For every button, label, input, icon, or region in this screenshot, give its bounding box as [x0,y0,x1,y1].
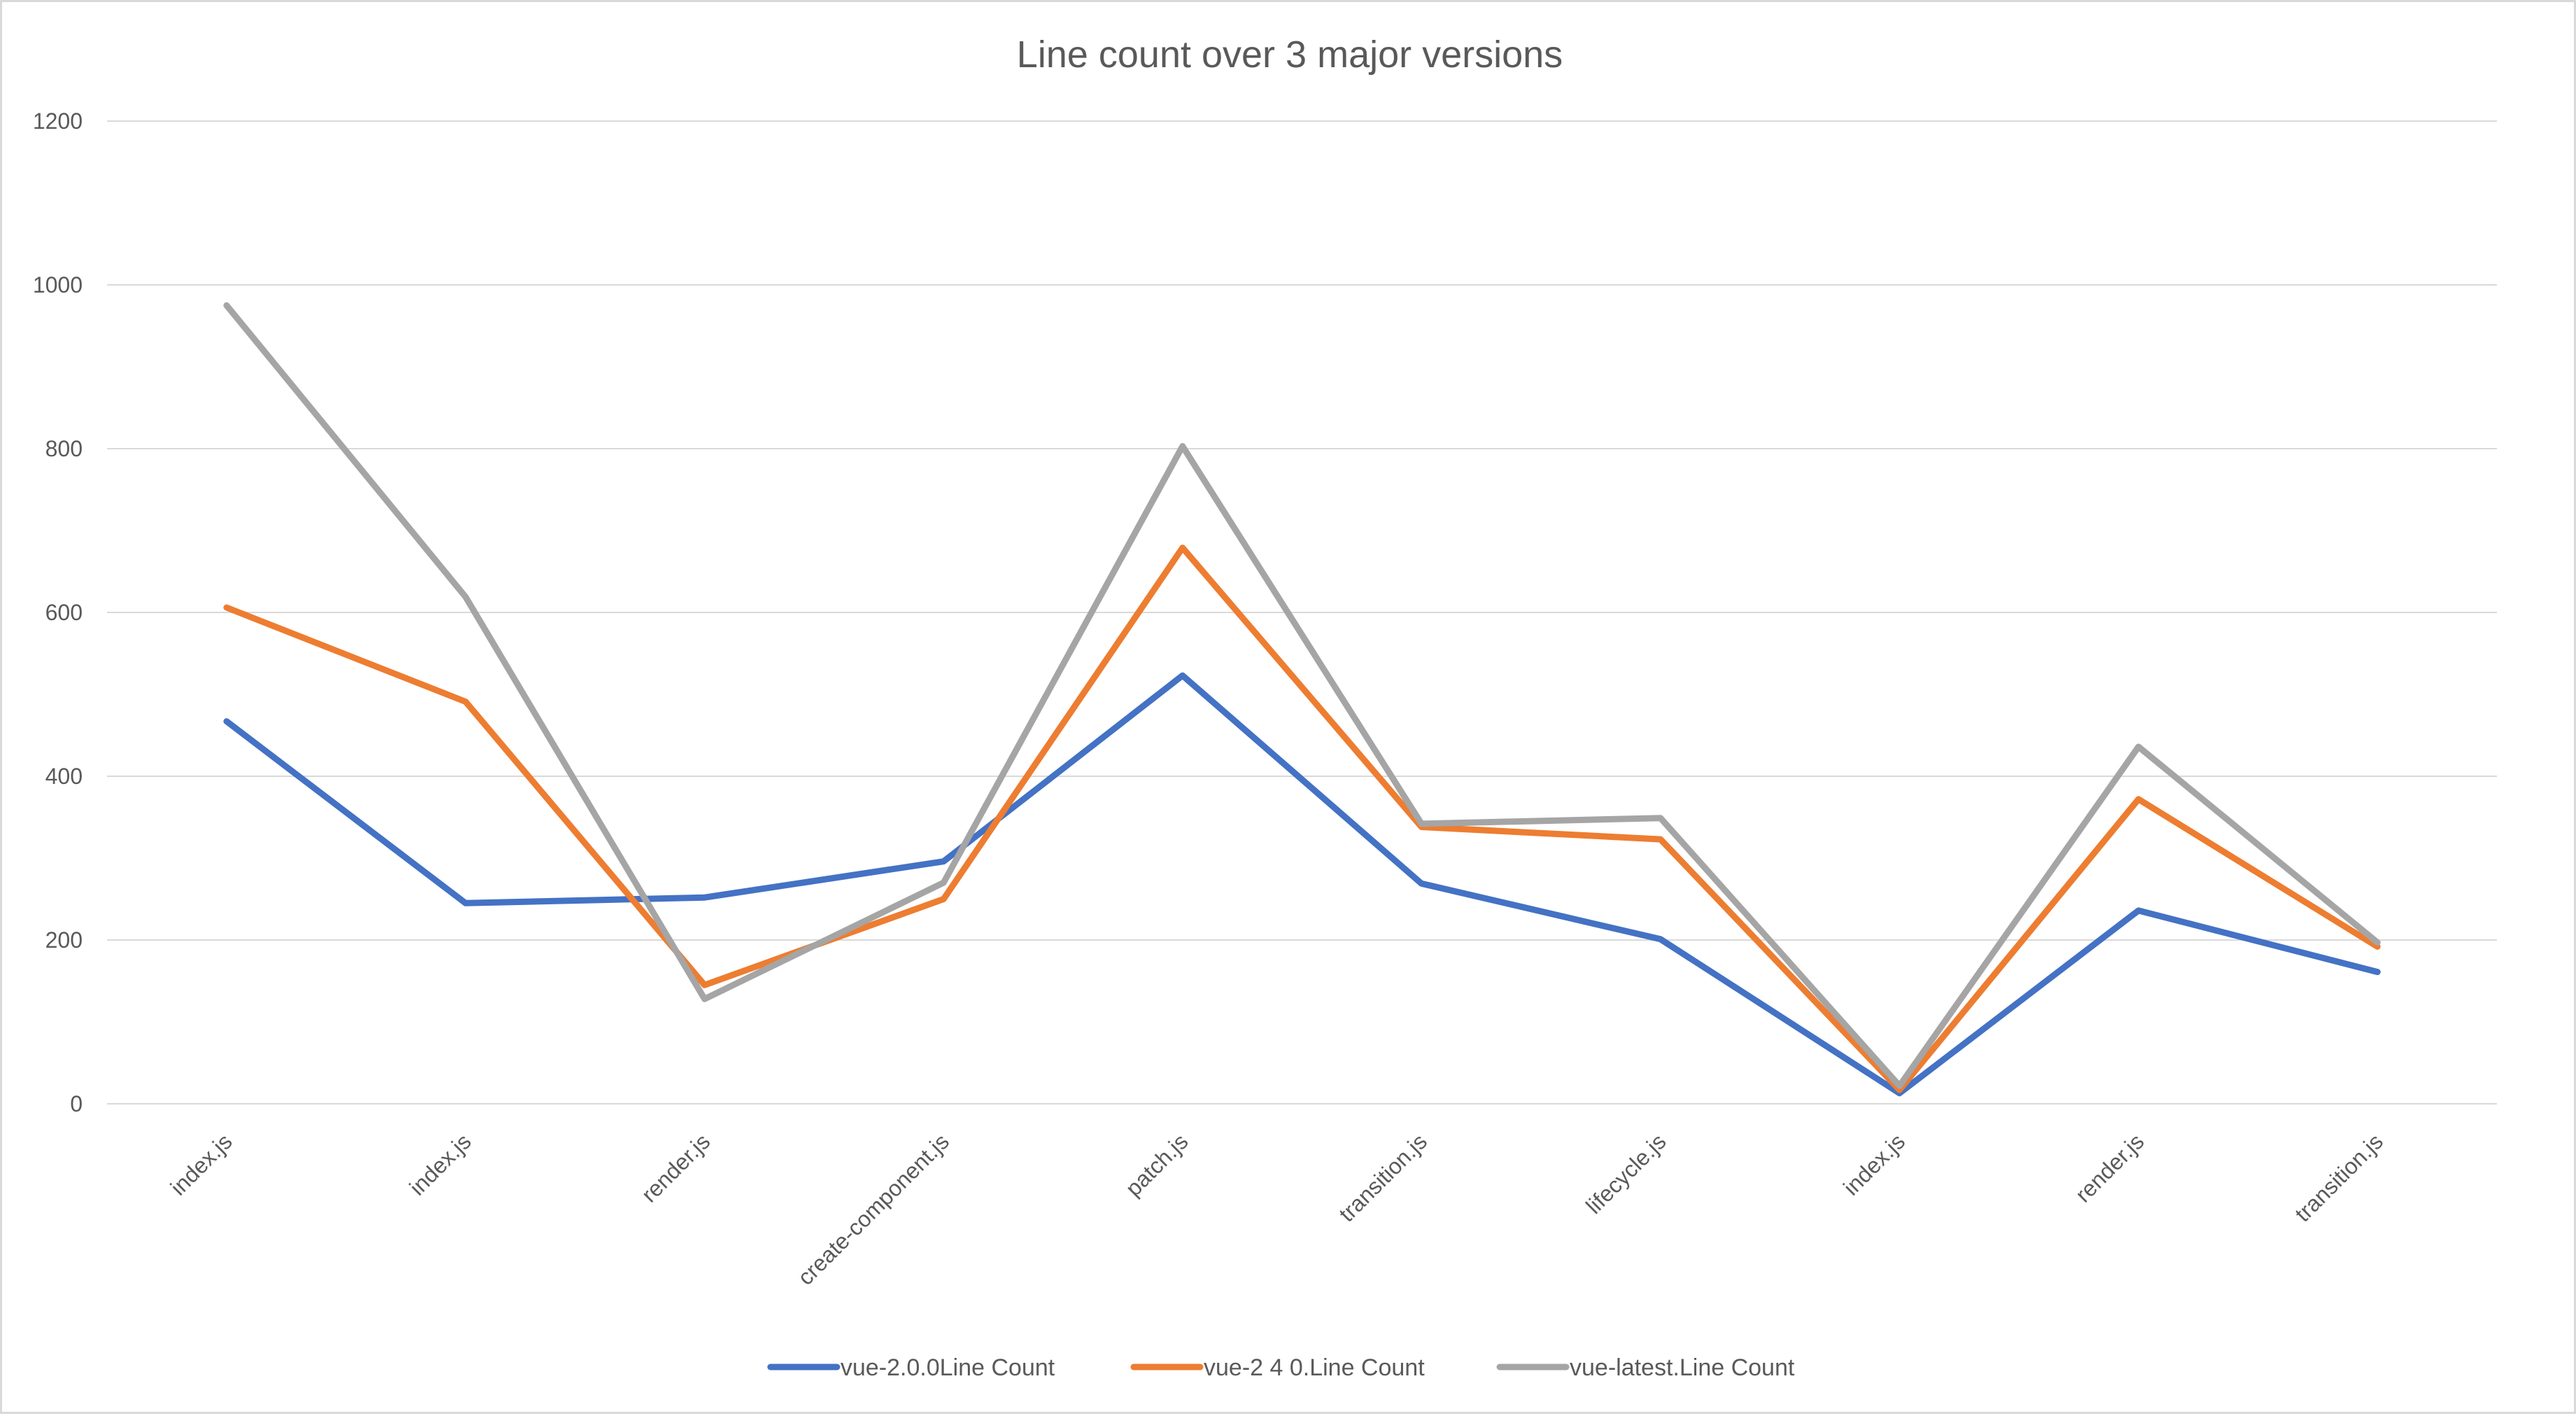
series-line [223,545,2381,1093]
y-tick-label: 1000 [33,272,83,297]
y-tick-label: 200 [45,927,83,953]
x-tick-label: render.js [636,1128,715,1207]
x-axis-ticks: index.js index.js render.js create-componen… [166,1128,2388,1289]
x-tick-label: index.js [404,1128,476,1200]
x-tick-label: lifecycle.js [1581,1128,1671,1219]
y-tick-label: 400 [45,764,83,789]
legend-label: vue-latest.Line Count [1570,1354,1795,1381]
y-tick-label: 0 [70,1091,83,1116]
gridlines [107,120,2497,1105]
series-lines [223,302,2381,1097]
series-line [223,302,2381,1089]
y-tick-label: 600 [45,600,83,625]
legend-label: vue-2.0.0Line Count [840,1354,1055,1381]
x-tick-label: index.js [166,1128,237,1200]
x-tick-label: index.js [1838,1128,1910,1200]
chart-title: Line count over 3 major versions [1017,34,1563,76]
x-tick-label: transition.js [2290,1128,2388,1226]
y-tick-label: 1200 [33,108,83,134]
x-tick-label: patch.js [1120,1128,1192,1200]
x-tick-label: create-component.js [793,1128,954,1289]
legend-label: vue-2 4 0.Line Count [1204,1354,1425,1381]
legend: vue-2.0.0Line Count vue-2 4 0.Line Count v… [767,1354,1795,1381]
y-tick-label: 800 [45,436,83,461]
y-axis-ticks: 0 200 400 600 800 1000 1200 [33,108,83,1116]
x-tick-label: transition.js [1334,1128,1432,1226]
x-tick-label: render.js [2070,1128,2148,1207]
series-line [223,672,2381,1097]
